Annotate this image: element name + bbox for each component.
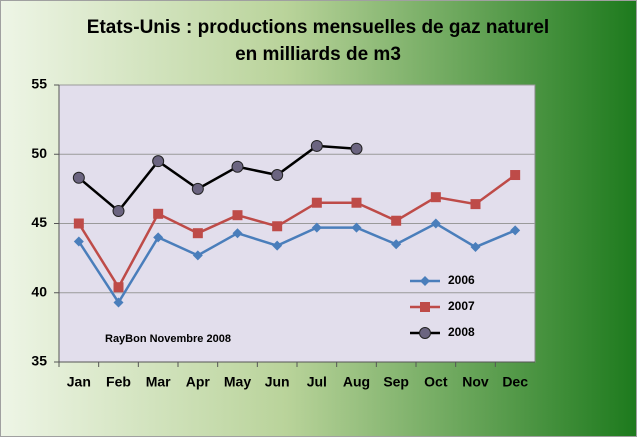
- x-tick-label: Nov: [462, 374, 489, 390]
- marker: [470, 199, 481, 210]
- chart-title: en milliards de m3: [235, 44, 401, 65]
- y-tick-label: 55: [31, 76, 47, 92]
- marker: [510, 225, 521, 236]
- marker: [153, 208, 164, 219]
- x-tick-label: Sep: [383, 374, 409, 390]
- marker: [470, 242, 481, 253]
- marker: [350, 142, 363, 155]
- x-tick-label: May: [224, 374, 251, 390]
- marker: [311, 222, 322, 233]
- marker: [232, 210, 243, 221]
- legend-label: 2006: [448, 273, 475, 287]
- marker: [420, 276, 430, 286]
- annotation: RayBon Novembre 2008: [105, 333, 231, 345]
- y-tick-label: 40: [31, 283, 47, 299]
- marker: [510, 170, 521, 181]
- marker: [420, 302, 430, 312]
- chart-title: Etats-Unis : productions mensuelles de g…: [87, 17, 549, 38]
- x-tick-label: Apr: [186, 374, 211, 390]
- marker: [73, 218, 84, 229]
- marker: [112, 205, 125, 218]
- x-tick-label: Oct: [424, 374, 448, 390]
- marker: [231, 160, 244, 173]
- x-tick-label: Jan: [67, 374, 91, 390]
- y-tick-label: 50: [31, 145, 47, 161]
- x-tick-label: Jul: [307, 374, 327, 390]
- x-tick-label: Feb: [106, 374, 131, 390]
- marker: [311, 197, 322, 208]
- y-tick-label: 35: [31, 353, 47, 369]
- marker: [191, 182, 204, 195]
- legend-label: 2008: [448, 325, 475, 339]
- marker: [192, 250, 203, 261]
- y-tick-label: 45: [31, 214, 47, 230]
- x-tick-label: Mar: [146, 374, 171, 390]
- marker: [310, 139, 323, 152]
- legend-label: 2007: [448, 299, 475, 313]
- marker: [72, 171, 85, 184]
- x-tick-label: Dec: [502, 374, 528, 390]
- x-tick-label: Aug: [343, 374, 370, 390]
- marker: [152, 155, 165, 168]
- marker: [192, 228, 203, 239]
- marker: [113, 282, 124, 293]
- marker: [271, 169, 284, 182]
- marker: [73, 236, 84, 247]
- marker: [232, 228, 243, 239]
- marker: [430, 192, 441, 203]
- marker: [272, 240, 283, 251]
- marker: [430, 218, 441, 229]
- marker: [351, 222, 362, 233]
- x-tick-label: Jun: [265, 374, 290, 390]
- series-line: [77, 174, 516, 290]
- series-line: [78, 144, 357, 213]
- marker: [391, 239, 402, 250]
- marker: [153, 232, 164, 243]
- marker: [419, 327, 431, 339]
- marker: [351, 197, 362, 208]
- series-line: [77, 222, 516, 305]
- marker: [113, 297, 124, 308]
- marker: [391, 215, 402, 226]
- marker: [272, 221, 283, 232]
